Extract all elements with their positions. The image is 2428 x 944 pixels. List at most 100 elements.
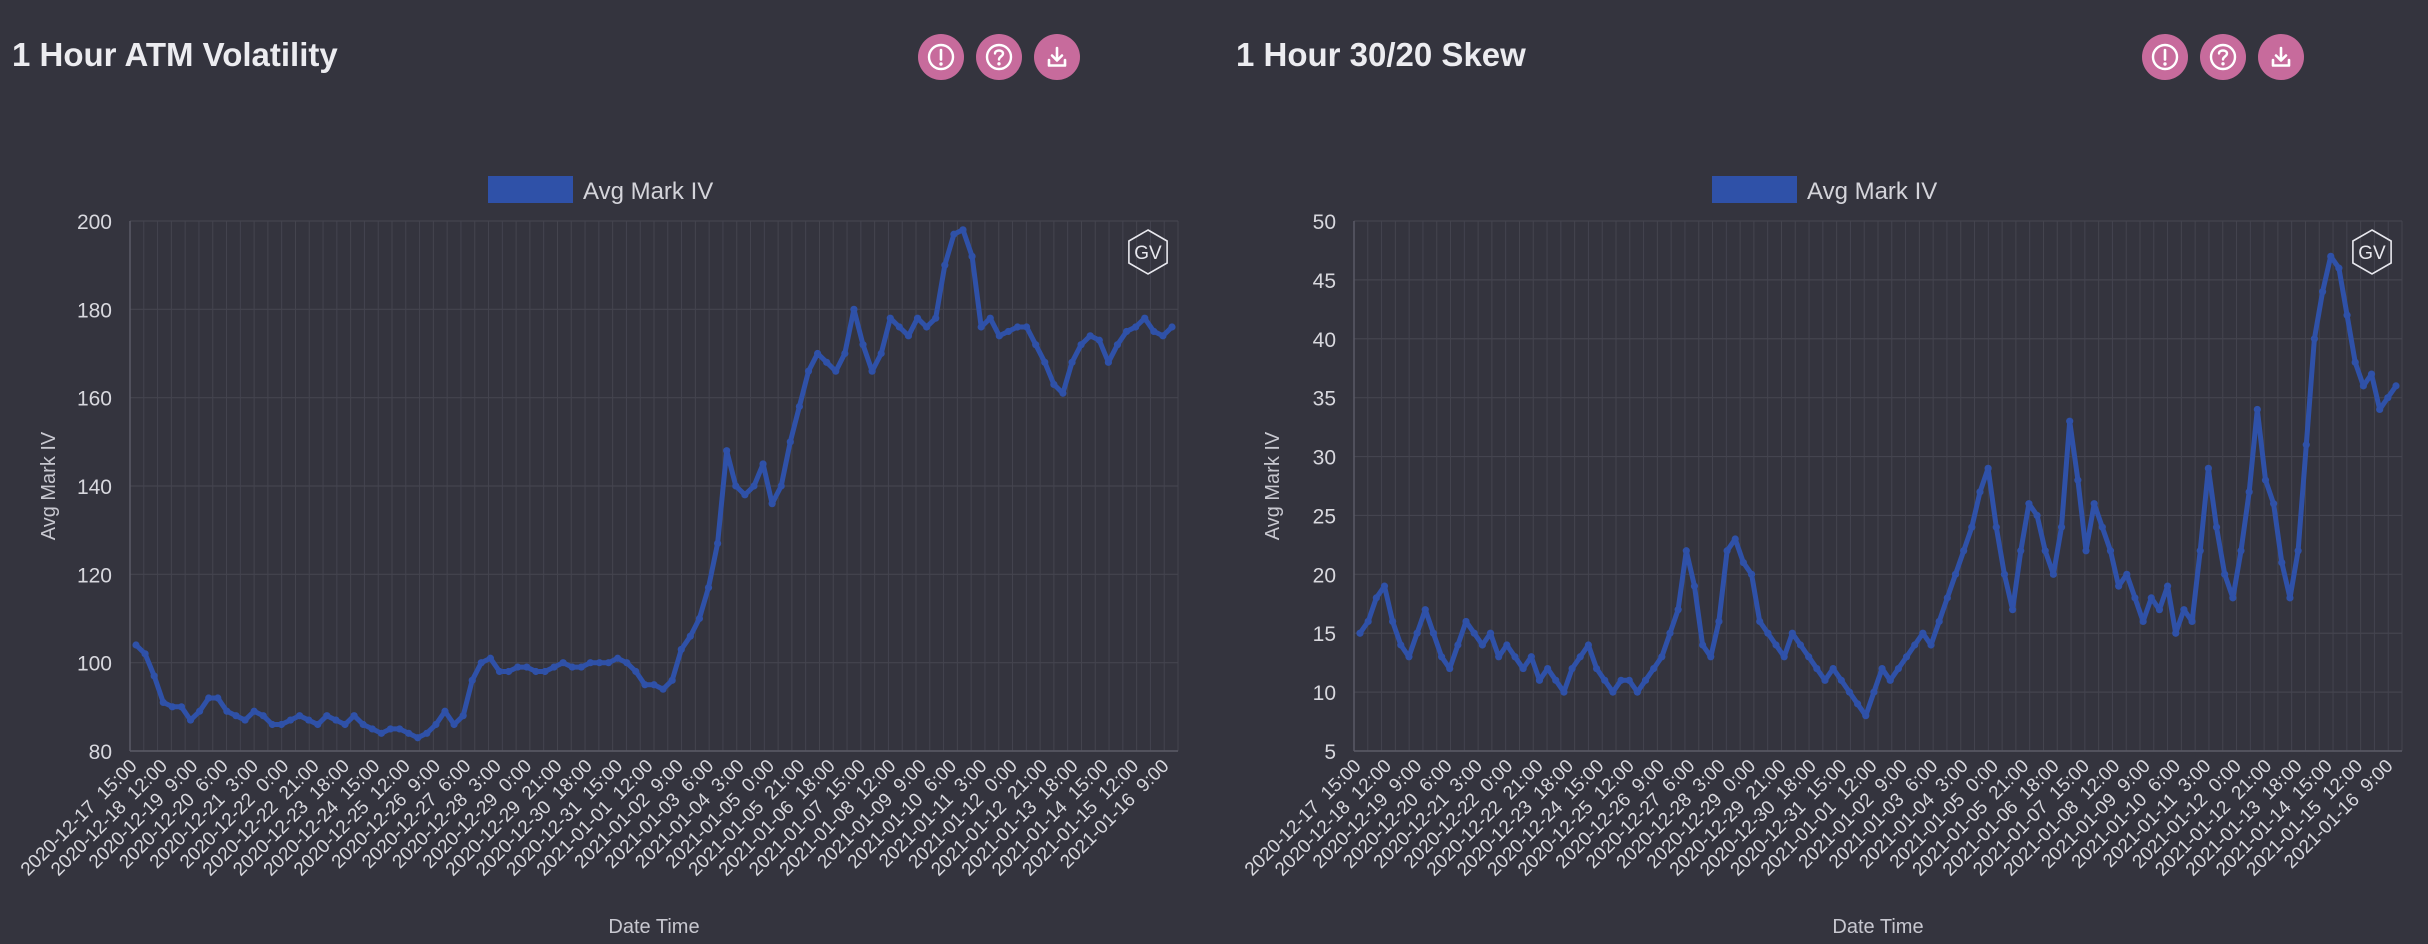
data-point [1086,332,1094,340]
data-point [650,681,658,689]
data-point [1788,629,1796,637]
data-point [441,707,449,715]
data-point [550,663,558,671]
data-point [423,729,431,737]
data-point [1592,664,1601,673]
data-point [1943,594,1951,602]
data-point [1772,641,1780,649]
data-point [2294,547,2302,555]
data-point [1650,664,1658,673]
data-point [1641,676,1650,684]
data-point [2204,464,2212,472]
help-button[interactable] [2200,34,2246,80]
data-point [1756,617,1764,626]
data-point [1397,641,1405,649]
data-point [2221,570,2229,578]
data-point [1429,629,1438,637]
data-point [1560,688,1568,696]
data-point [1829,664,1837,673]
data-point [995,332,1003,340]
data-point [659,685,667,693]
data-point [586,659,594,667]
data-point [168,703,176,711]
data-point [1535,676,1544,684]
data-point [2367,370,2376,378]
data-point [813,349,822,358]
data-point [1576,653,1584,661]
data-point [714,539,722,548]
data-point [1470,629,1478,637]
atm-volatility-panel: 1 Hour ATM Volatility Avg Mark IV 80 100 12… [0,0,1180,944]
data-point [1022,323,1031,331]
data-point [514,663,522,671]
data-point [177,703,186,711]
data-point [1495,653,1503,661]
watermark-logo: GV [2358,243,2386,264]
data-point [223,707,231,715]
data-point [1633,688,1641,696]
download-button[interactable] [2258,34,2304,80]
y-tick-label: 40 [1313,329,1336,352]
data-point [2384,394,2392,402]
data-point [1699,641,1707,649]
data-point [695,614,704,623]
data-point [295,712,304,720]
data-point [977,323,985,331]
data-point [2212,523,2221,531]
data-point [2057,523,2066,531]
data-point [450,720,458,729]
download-icon [2271,46,2291,67]
x-axis-title: Date Time [1832,916,1923,938]
y-tick-label: 10 [1313,682,1336,705]
data-point [2008,606,2017,614]
info-icon [2151,43,2179,71]
data-point [2000,570,2009,578]
data-point [2041,547,2049,555]
data-point [886,314,894,322]
data-point [2049,570,2057,578]
legend-label: Avg Mark IV [1807,178,1937,205]
data-point [1462,617,1470,626]
legend-label: Avg Mark IV [583,178,713,205]
data-point [1122,327,1131,336]
data-point [1004,327,1013,336]
data-point [1927,641,1935,649]
data-point [632,667,640,676]
data-point [1454,641,1462,649]
legend-swatch [488,176,573,203]
help-button[interactable] [976,34,1022,80]
data-point [923,323,931,331]
panel-title: 1 Hour ATM Volatility [12,36,338,73]
data-point [323,712,331,720]
data-point [250,707,258,715]
data-point [1095,336,1103,344]
data-point [277,720,286,729]
data-point [2163,582,2172,590]
data-point [1731,535,1739,543]
data-point [686,632,694,640]
data-point [986,314,994,322]
data-point [1968,523,1976,531]
data-point [704,583,713,592]
data-point [2351,358,2359,366]
data-point [2033,511,2041,520]
data-point [532,667,540,676]
data-point [1372,594,1380,602]
info-button[interactable] [918,34,964,80]
data-point [259,712,267,720]
data-point [795,402,804,411]
data-point [2261,476,2270,484]
data-point [1104,358,1112,366]
info-button[interactable] [2142,34,2188,80]
data-point [841,349,849,358]
data-point [2017,547,2025,555]
data-point [2106,547,2115,555]
data-point [2302,441,2310,449]
data-point [641,681,649,689]
data-point [196,707,204,715]
data-point [1364,617,1372,626]
data-point [2196,547,2204,555]
data-point [932,314,940,322]
download-button[interactable] [1034,34,1080,80]
y-tick-label: 200 [77,211,112,234]
